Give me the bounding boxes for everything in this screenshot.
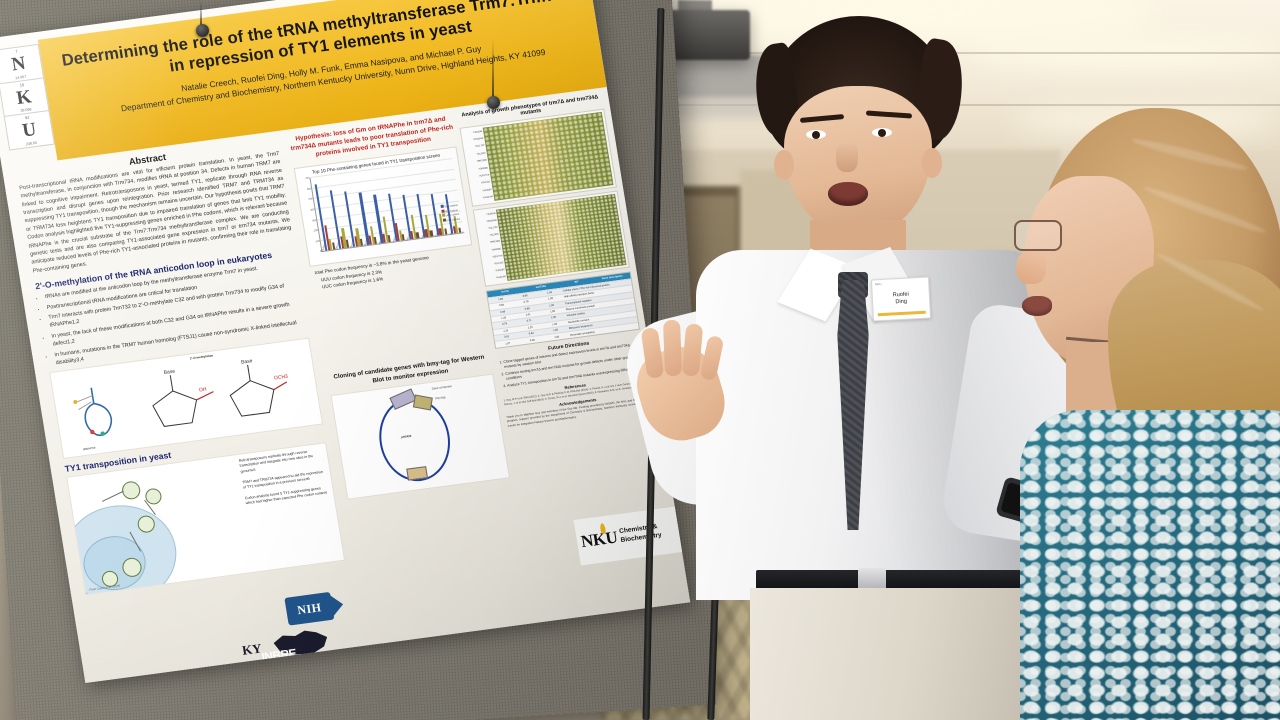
- plate-strain-label: YBR136W: [476, 159, 488, 164]
- plate-strain-label: YBR136W: [489, 240, 501, 245]
- growth-plate-figure-top: YJL005W YDR334W YGL173C YKL203C YBR136W YOR00…: [459, 108, 617, 207]
- plate-strain-label: YDR334W: [486, 219, 497, 223]
- element-tile-u: 92 U 238.03: [5, 111, 54, 149]
- plate-strain-label: YJL005W: [472, 130, 483, 134]
- poster-column-left: Abstract Post-transcriptional tRNA modif…: [17, 137, 346, 596]
- poster-board: Determining the role of the tRNA methylt…: [0, 0, 716, 720]
- hanging-wire: [492, 40, 494, 102]
- plate-strain-label: YLR106C: [482, 188, 492, 193]
- feature-label-gene: Gene of interest: [431, 384, 452, 391]
- plate-strain-label: YGL173C: [488, 226, 499, 230]
- research-poster[interactable]: Determining the role of the tRNA methylt…: [0, 0, 691, 684]
- presenter-eye: [806, 130, 826, 139]
- chart-bar: [458, 227, 462, 234]
- svg-text:OH: OH: [199, 386, 208, 393]
- plate-strain-label: YKL203C: [476, 152, 487, 156]
- visitor-blouse: [1020, 410, 1280, 720]
- svg-text:Base: Base: [241, 358, 253, 365]
- ceiling-light: [960, 36, 1280, 70]
- plate-strain-label: YOR008C: [491, 247, 502, 252]
- presenter-pants: [750, 588, 1040, 720]
- nku-wordmark: NKU: [579, 522, 619, 553]
- flame-icon: [599, 522, 607, 535]
- plate-strain-label: YKL203C: [489, 233, 500, 237]
- figure-label-trna: tRNAPhe: [82, 445, 96, 452]
- chart-bar: [373, 236, 378, 245]
- visitor-mouth: [1022, 296, 1052, 316]
- colony-pattern: [495, 193, 627, 281]
- badge-org-label: NKU: [875, 282, 882, 287]
- ty1-bullets: Retrotransposons replicate through rever…: [238, 448, 329, 507]
- plate-strain-label: YLR106C: [495, 269, 505, 273]
- element-symbol: K: [14, 85, 33, 109]
- chart-bar: [401, 233, 406, 241]
- presenter-ear: [774, 150, 794, 180]
- plate-strain-label: YNL021W: [482, 196, 494, 200]
- agar-plate-image: [495, 193, 627, 281]
- phe-codon-chart: Top 10 Phe-containing genes found in TY1…: [293, 146, 473, 268]
- visitor-nose: [1016, 250, 1046, 284]
- presenter-ear: [922, 148, 942, 178]
- presenter-mouth: [828, 182, 868, 206]
- plate-strain-label: YDR334W: [473, 137, 484, 142]
- svg-text:OCH3: OCH3: [274, 373, 289, 381]
- chart-bar: [359, 238, 364, 247]
- chart-bar: [387, 235, 392, 243]
- feature-label-tag: bmy tag: [435, 395, 446, 401]
- nih-chevron-icon: [328, 592, 346, 618]
- finger: [663, 319, 682, 377]
- agar-plate-image: [482, 111, 614, 201]
- element-symbol: U: [20, 119, 38, 142]
- presenter-person: NKU Ruofei Ding: [617, 10, 1110, 720]
- chart-bar: [443, 228, 448, 235]
- chart-legend: Total codons Phe codons UUU codons UUC c…: [440, 203, 460, 223]
- badge-last-name: Ding: [895, 298, 908, 306]
- nih-logo-text: NIH: [296, 599, 323, 617]
- plate-strain-label: YDL140C: [480, 181, 491, 185]
- plate-strain-label: YGL173C: [474, 145, 485, 149]
- plasmid-map-figure: Gene of interest bmy tag pRS426: [330, 373, 511, 500]
- nih-logo: NIH: [284, 591, 335, 626]
- presenter-eye: [872, 128, 892, 137]
- trna-methylation-figure: 2'-O-methylation tRNAPhe: [49, 337, 324, 459]
- pathway-node: [120, 480, 142, 501]
- trna-cloverleaf-icon: [73, 387, 112, 436]
- colony-pattern: [482, 111, 614, 201]
- plate-strain-label: YOR008C: [478, 167, 489, 171]
- chart-bar: [429, 230, 434, 237]
- pathway-arrow: [101, 490, 124, 502]
- plate-strain-label: YNL021W: [495, 276, 507, 280]
- blouse-pattern: [1020, 410, 1280, 720]
- growth-plate-figure-bottom: YJL005W YDR334W YGL173C YKL203C YBR136W YOR00…: [472, 190, 630, 287]
- presenter-face: [784, 86, 932, 236]
- hanging-wire: [200, 0, 202, 30]
- poster-clip[interactable]: [487, 96, 500, 109]
- visitor-person: [1000, 108, 1280, 720]
- plate-strain-label: YDL140C: [494, 262, 504, 266]
- chart-bar: [345, 239, 350, 248]
- presenter-belt: [756, 570, 1026, 592]
- plate-strain-label: YER177W: [492, 254, 503, 259]
- plate-strain-label: YER177W: [479, 174, 490, 178]
- glasses-lens: [1014, 220, 1062, 251]
- presenter-nose: [836, 142, 858, 172]
- badge-name: Ruofei Ding: [873, 291, 930, 308]
- name-badge: NKU Ruofei Ding: [870, 276, 932, 322]
- plate-strain-label: YJL005W: [485, 212, 496, 216]
- eyeglasses: [1014, 220, 1140, 347]
- element-symbol: N: [10, 52, 28, 76]
- ribose-chemical-structure: Base Base OH OCH3: [152, 358, 289, 427]
- svg-text:Base: Base: [163, 368, 175, 375]
- nku-wordmark-text: NKU: [579, 527, 619, 552]
- badge-accent-bar: [877, 310, 926, 317]
- chart-bar: [415, 231, 420, 239]
- poster-clip[interactable]: [196, 24, 209, 37]
